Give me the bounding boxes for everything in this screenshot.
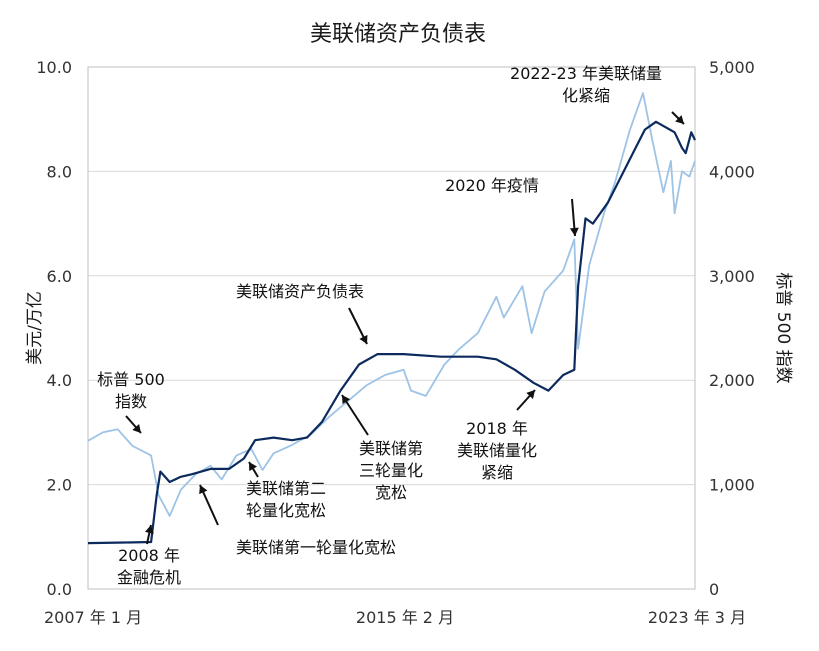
y-axis-title-right: 标普 500 指数 bbox=[773, 272, 793, 383]
grid bbox=[88, 66, 695, 590]
annotation-label: 2018 年美联储量化紧缩 bbox=[457, 419, 537, 482]
y2-tick-label: 1,000 bbox=[709, 476, 755, 495]
annotation-label: 2008 年金融危机 bbox=[117, 546, 181, 587]
x-tick-label: 2007 年 1 月 bbox=[44, 608, 142, 627]
y-axis-right: 0 1,000 2,000 3,000 4,000 5,000 bbox=[709, 58, 755, 599]
annotation-arrow-head bbox=[342, 395, 351, 405]
annotation-arrow-head bbox=[526, 390, 535, 399]
chart-title: 美联储资产负债表 bbox=[310, 22, 486, 47]
y-axis-title-left: 美元/万亿 bbox=[25, 291, 45, 365]
series-layer bbox=[87, 92, 696, 545]
annotation-label: 美联储第三轮量化宽松 bbox=[359, 439, 423, 502]
y-tick-label: 2.0 bbox=[47, 476, 72, 495]
annotation-label: 美联储第二轮量化宽松 bbox=[246, 479, 326, 520]
annotation-arrows bbox=[125, 111, 685, 545]
y2-tick-label: 0 bbox=[709, 580, 719, 599]
y2-tick-label: 3,000 bbox=[709, 267, 755, 286]
y2-tick-label: 4,000 bbox=[709, 162, 755, 181]
y2-tick-label: 5,000 bbox=[709, 58, 755, 77]
annotation-arrow-head bbox=[359, 334, 368, 344]
annotation-label: 标普 500 指数 bbox=[97, 370, 165, 411]
y-tick-label: 8.0 bbox=[47, 162, 72, 181]
plot-frame bbox=[87, 66, 696, 590]
y-tick-label: 10.0 bbox=[36, 58, 72, 77]
y-tick-label: 0.0 bbox=[47, 580, 72, 599]
annotation-label: 2020 年疫情 bbox=[445, 176, 539, 195]
y-tick-label: 6.0 bbox=[47, 267, 72, 286]
annotation-arrow-head bbox=[144, 525, 154, 534]
x-tick-label: 2023 年 3 月 bbox=[648, 608, 746, 627]
y2-tick-label: 2,000 bbox=[709, 371, 755, 390]
annotation-arrow-head bbox=[132, 424, 141, 433]
annotation-arrow-head bbox=[569, 227, 579, 236]
annotation-arrow-head bbox=[199, 485, 208, 495]
annotation-label: 美联储资产负债表 bbox=[236, 282, 364, 301]
x-axis: 2007 年 1 月 2015 年 2 月 2023 年 3 月 bbox=[44, 608, 746, 627]
annotation-label: 美联储第一轮量化宽松 bbox=[236, 538, 396, 557]
annotation-label: 2022-23 年美联储量化紧缩 bbox=[510, 64, 662, 105]
x-tick-label: 2015 年 2 月 bbox=[356, 608, 454, 627]
y-tick-label: 4.0 bbox=[47, 371, 72, 390]
annotation-arrow-head bbox=[249, 462, 257, 472]
annotation-arrow-head bbox=[675, 115, 684, 124]
series-line-sp500 bbox=[87, 92, 696, 517]
y-axis-left: 0.0 2.0 4.0 6.0 8.0 10.0 bbox=[36, 58, 72, 599]
series-line-fed-balance-sheet bbox=[87, 120, 696, 545]
